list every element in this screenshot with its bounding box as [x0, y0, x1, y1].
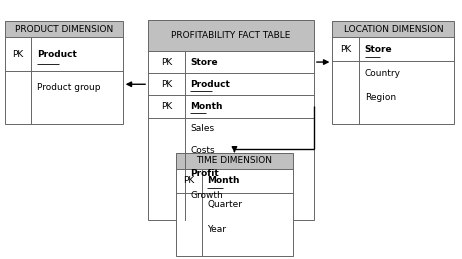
Bar — [148, 51, 314, 118]
Text: Month: Month — [190, 102, 223, 111]
Text: Profit: Profit — [190, 169, 219, 178]
Text: PK: PK — [340, 45, 352, 54]
Text: Month: Month — [207, 176, 240, 185]
Text: Growth: Growth — [190, 191, 223, 200]
Text: Year: Year — [207, 225, 226, 234]
Text: Store: Store — [190, 57, 218, 67]
Bar — [5, 21, 123, 124]
Text: PK: PK — [12, 49, 24, 59]
Bar — [176, 193, 293, 241]
Text: PRODUCT DIMENSION: PRODUCT DIMENSION — [15, 25, 113, 34]
Text: Product: Product — [36, 49, 77, 59]
Text: LOCATION DIMENSION: LOCATION DIMENSION — [344, 25, 443, 34]
Bar — [332, 61, 455, 110]
Text: Quarter: Quarter — [207, 200, 242, 210]
Bar — [5, 71, 123, 104]
Text: TIME DIMENSION: TIME DIMENSION — [196, 156, 273, 165]
Bar — [176, 169, 293, 193]
Text: Product group: Product group — [36, 83, 100, 92]
Bar — [332, 21, 455, 37]
Bar — [176, 153, 293, 169]
Text: PK: PK — [161, 80, 172, 89]
Bar — [148, 20, 314, 220]
Text: Sales: Sales — [190, 124, 214, 133]
Text: PROFITABILITY FACT TABLE: PROFITABILITY FACT TABLE — [171, 31, 291, 40]
Text: PK: PK — [183, 176, 195, 185]
Bar — [5, 37, 123, 71]
Bar — [148, 20, 314, 51]
Bar — [5, 21, 123, 37]
Bar — [148, 118, 314, 206]
Text: Product: Product — [190, 80, 230, 89]
Text: Costs: Costs — [190, 146, 215, 155]
Bar — [332, 21, 455, 124]
Text: Region: Region — [365, 93, 396, 102]
Text: PK: PK — [161, 57, 172, 67]
Text: Country: Country — [365, 69, 401, 78]
Text: Store: Store — [365, 45, 392, 54]
Text: PK: PK — [161, 102, 172, 111]
Bar — [332, 37, 455, 61]
Bar — [176, 153, 293, 256]
